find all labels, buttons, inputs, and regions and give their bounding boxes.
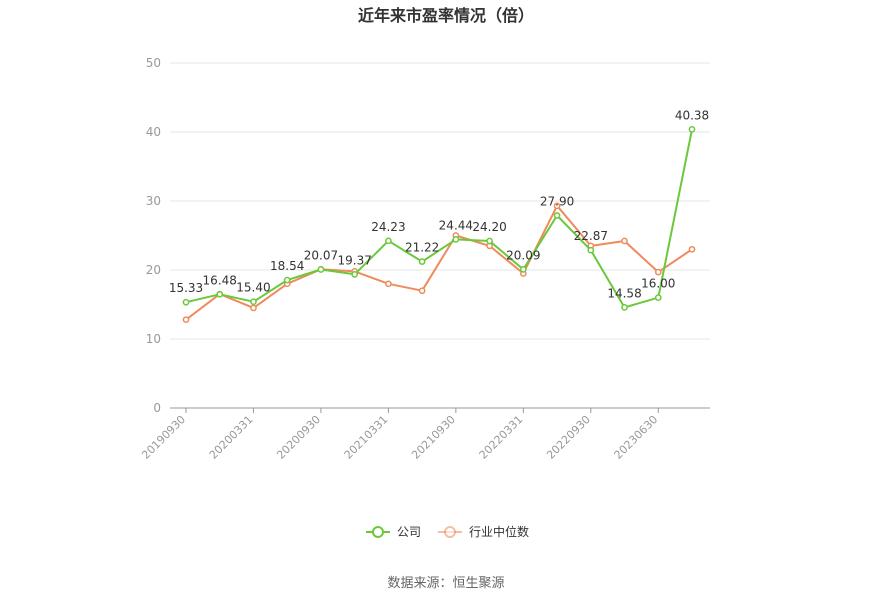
legend-label: 公司 [397, 525, 421, 539]
data-point [216, 290, 224, 298]
chart-title: 近年来市盈率情况（倍） [358, 6, 534, 25]
data-point [385, 280, 392, 288]
data-point [688, 245, 696, 253]
data-point [452, 236, 460, 243]
data-point [317, 266, 325, 273]
data-point [283, 276, 291, 284]
data-label: 15.40 [236, 281, 270, 295]
data-point [250, 298, 257, 306]
y-tick-label: 0 [153, 401, 161, 415]
grid-lines [170, 62, 710, 340]
data-label: 24.20 [472, 220, 506, 234]
data-point [587, 246, 595, 254]
y-tick-label: 10 [146, 332, 161, 346]
series-layer [182, 126, 696, 324]
y-tick-label: 20 [146, 263, 161, 277]
data-label: 20.07 [304, 249, 338, 263]
data-point [519, 266, 527, 273]
data-point [621, 304, 628, 311]
data-label: 21.22 [405, 241, 439, 255]
data-label: 22.87 [574, 229, 608, 243]
data-point [385, 237, 392, 245]
data-point [418, 258, 426, 265]
series-line [185, 129, 693, 309]
x-tick-label: 20200930 [274, 413, 323, 462]
data-label: 16.00 [641, 277, 675, 291]
data-label: 24.23 [371, 220, 405, 234]
series-line [185, 204, 693, 321]
legend-item[interactable]: 公司 [366, 525, 421, 539]
legend-swatch-marker [372, 526, 384, 538]
data-point [250, 304, 257, 312]
x-tick-label: 20210331 [342, 413, 391, 462]
data-point [418, 287, 426, 295]
data-label: 40.38 [675, 108, 709, 122]
data-label: 27.90 [540, 194, 574, 208]
data-point [654, 294, 662, 301]
legend-label: 行业中位数 [469, 524, 529, 539]
x-tick-label: 20200331 [207, 413, 256, 462]
data-point [553, 202, 561, 210]
data-label: 19.37 [337, 253, 371, 267]
y-tick-label: 40 [146, 125, 161, 139]
data-label: 18.54 [270, 259, 304, 273]
data-point [486, 237, 493, 245]
data-point [182, 316, 190, 324]
data-label: 14.58 [607, 286, 641, 300]
data-point [182, 298, 190, 306]
legend-item[interactable]: 行业中位数 [438, 524, 529, 539]
data-point [688, 126, 696, 133]
data-label: 24.44 [439, 218, 473, 232]
x-tick-label: 20190930 [139, 413, 188, 462]
data-point [351, 270, 359, 278]
x-tick-label: 20230630 [612, 413, 661, 462]
data-point [621, 237, 628, 245]
legend-swatch-marker [444, 526, 456, 538]
data-label: 15.33 [169, 281, 203, 295]
x-axis: 20190930 20200331 20200930 20210331 20210930… [139, 407, 710, 462]
data-label: 20.09 [506, 248, 540, 262]
data-label: 16.48 [203, 273, 237, 287]
x-tick-label: 20210930 [409, 413, 458, 462]
x-tick-label: 20220331 [477, 413, 526, 462]
x-tick-label: 20220930 [544, 413, 593, 462]
data-point [553, 212, 561, 219]
data-point [654, 268, 662, 276]
legend[interactable]: 公司 行业中位数 [366, 524, 529, 539]
y-tick-label: 30 [146, 194, 161, 208]
y-tick-label: 50 [146, 56, 161, 70]
y-axis: 0 10 20 30 40 50 [146, 56, 161, 415]
source-note: 数据来源：恒生聚源 [387, 576, 504, 591]
